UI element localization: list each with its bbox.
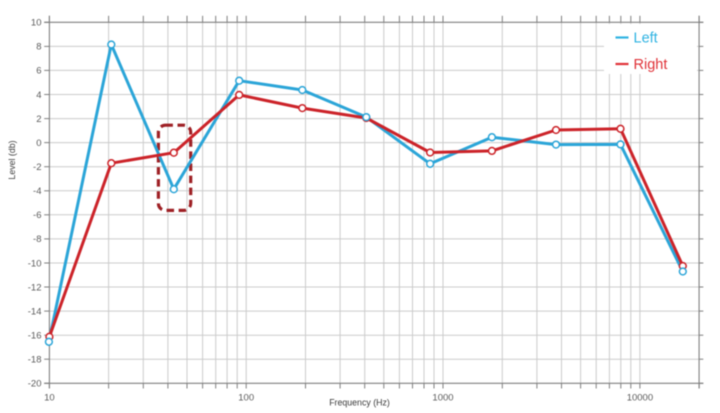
svg-text:4: 4 — [36, 90, 41, 101]
svg-text:10: 10 — [31, 18, 42, 29]
svg-text:-14: -14 — [28, 306, 42, 317]
svg-text:Left: Left — [634, 31, 658, 47]
svg-text:100: 100 — [238, 393, 254, 404]
svg-text:-10: -10 — [28, 258, 42, 269]
svg-text:-16: -16 — [28, 331, 42, 342]
svg-text:Level (db): Level (db) — [7, 140, 17, 179]
svg-text:Frequency (Hz): Frequency (Hz) — [329, 398, 390, 408]
svg-text:-2: -2 — [33, 162, 41, 173]
svg-text:-20: -20 — [28, 379, 42, 390]
svg-text:-8: -8 — [33, 234, 41, 245]
svg-text:6: 6 — [36, 66, 41, 77]
svg-text:10: 10 — [44, 393, 55, 404]
svg-text:2: 2 — [36, 114, 41, 125]
svg-text:8: 8 — [36, 42, 41, 53]
svg-text:0: 0 — [36, 138, 41, 149]
svg-text:-6: -6 — [33, 210, 41, 221]
svg-text:-18: -18 — [28, 355, 42, 366]
svg-text:10000: 10000 — [627, 393, 653, 404]
svg-text:1000: 1000 — [432, 393, 453, 404]
svg-text:Right: Right — [634, 57, 668, 73]
svg-text:-12: -12 — [28, 282, 42, 293]
svg-text:-4: -4 — [33, 186, 41, 197]
